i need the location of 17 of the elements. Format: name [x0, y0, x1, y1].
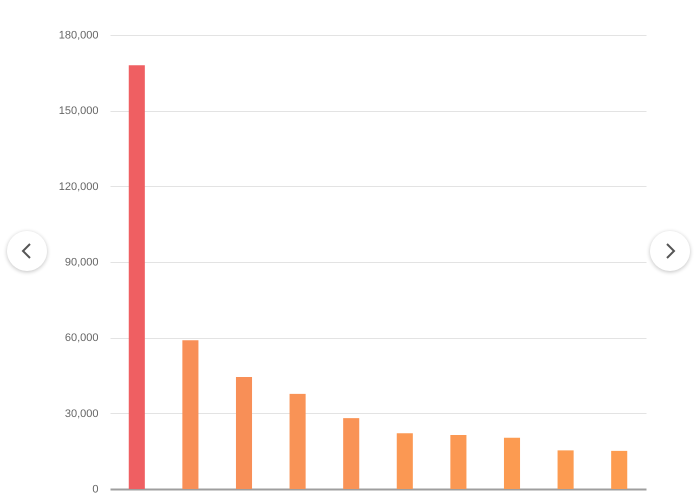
y-tick-label: 0 — [92, 484, 98, 496]
y-tick-label: 30,000 — [64, 408, 98, 420]
bar — [611, 450, 628, 489]
bar — [236, 377, 252, 489]
y-tick-label: 120,000 — [58, 180, 98, 193]
bar — [343, 418, 360, 489]
bar — [558, 450, 574, 489]
bar — [290, 394, 306, 489]
bar — [450, 435, 466, 489]
bar — [504, 438, 520, 489]
y-tick-label: 90,000 — [64, 256, 98, 268]
bar — [128, 65, 145, 489]
y-tick-label: 150,000 — [58, 105, 98, 118]
y-tick-label: 60,000 — [64, 332, 98, 344]
bar — [396, 433, 413, 489]
y-tick-label: 180,000 — [58, 30, 98, 42]
bar — [182, 340, 198, 489]
